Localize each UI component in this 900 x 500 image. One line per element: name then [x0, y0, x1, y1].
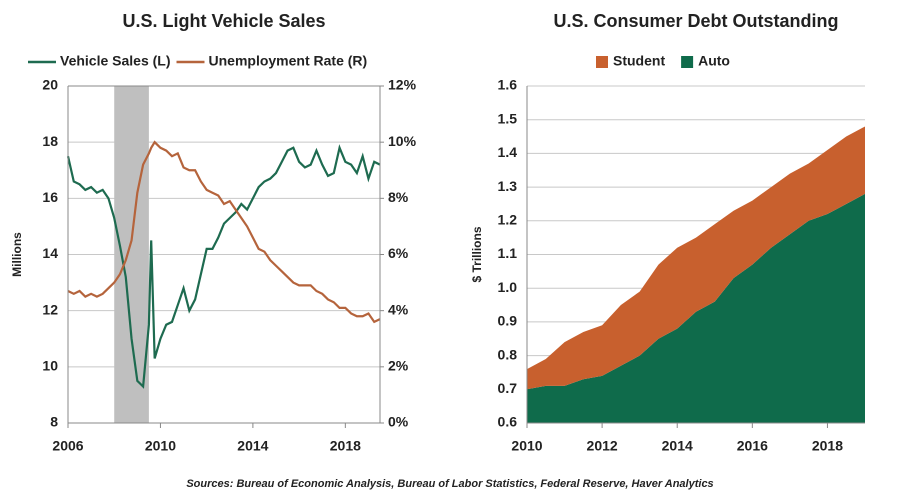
y-tick-label: 1.5 [498, 110, 518, 126]
chart-title: U.S. Light Vehicle Sales [122, 11, 325, 31]
x-tick-label: 2006 [52, 438, 83, 454]
y-tick-label: 8 [50, 414, 58, 430]
y2-tick-label: 10% [388, 133, 417, 149]
y2-tick-label: 0% [388, 414, 409, 430]
y-tick-label: 16 [42, 189, 58, 205]
x-tick-label: 2018 [330, 438, 361, 454]
series-line [66, 144, 381, 389]
legend-label: Unemployment Rate (R) [209, 53, 368, 69]
y-tick-label: 0.9 [498, 313, 518, 329]
y-axis-label: $ Trillions [470, 226, 484, 282]
x-tick-label: 2014 [237, 438, 268, 454]
chart-title: U.S. Consumer Debt Outstanding [553, 11, 838, 31]
x-tick-label: 2010 [511, 438, 542, 454]
source-note: Sources: Bureau of Economic Analysis, Bu… [186, 478, 713, 490]
y-tick-label: 0.6 [498, 414, 518, 430]
y2-tick-label: 8% [388, 189, 409, 205]
legend-label: Auto [698, 53, 730, 69]
y-tick-label: 1.0 [498, 279, 518, 295]
y-tick-label: 1.1 [498, 245, 518, 261]
y-tick-label: 1.4 [498, 144, 518, 160]
y2-tick-label: 2% [388, 358, 409, 374]
y-tick-label: 0.7 [498, 380, 518, 396]
y-tick-label: 1.3 [498, 178, 518, 194]
y2-tick-label: 12% [388, 77, 417, 93]
y-tick-label: 10 [42, 358, 58, 374]
x-tick-label: 2012 [587, 438, 618, 454]
x-tick-label: 2018 [812, 438, 843, 454]
y-tick-label: 20 [42, 77, 58, 93]
y-tick-label: 1.2 [498, 212, 518, 228]
y2-tick-label: 4% [388, 301, 409, 317]
series-line [67, 140, 381, 324]
x-tick-label: 2016 [737, 438, 768, 454]
legend-swatch [596, 56, 608, 68]
shaded-range [114, 86, 149, 423]
legend-label: Vehicle Sales (L) [60, 53, 171, 69]
legend-label: Student [613, 53, 665, 69]
x-tick-label: 2014 [662, 438, 693, 454]
y2-tick-label: 6% [388, 245, 409, 261]
y-tick-label: 12 [42, 301, 58, 317]
y-tick-label: 1.6 [498, 77, 518, 93]
y-tick-label: 18 [42, 133, 58, 149]
x-tick-label: 2010 [145, 438, 176, 454]
y-tick-label: 14 [42, 245, 58, 261]
series-area [527, 126, 865, 390]
legend-swatch [681, 56, 694, 68]
y-axis-label: Millions [10, 232, 24, 277]
y-tick-label: 0.8 [498, 346, 518, 362]
series-area [527, 193, 865, 423]
